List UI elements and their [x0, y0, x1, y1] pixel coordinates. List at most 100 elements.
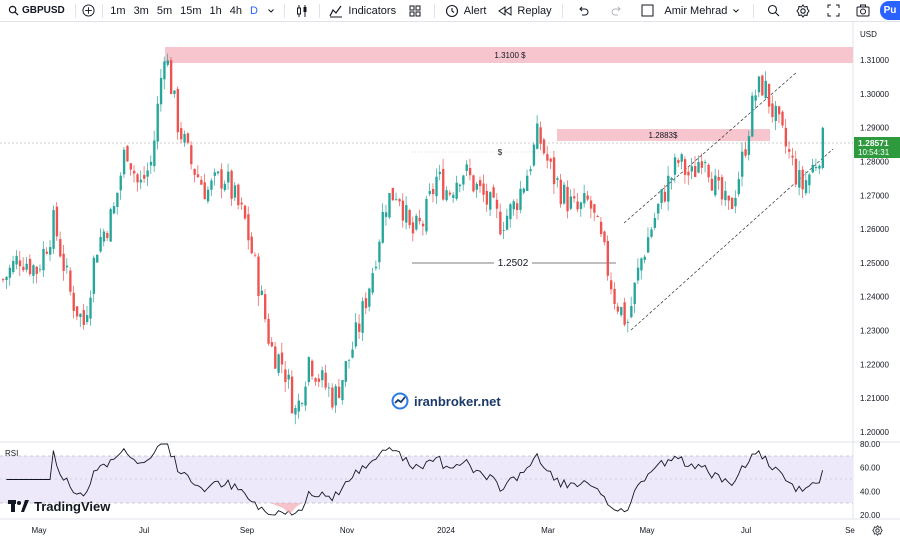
- price-tick-label: 1.30000: [860, 90, 889, 99]
- symbol-search[interactable]: GBPUSD: [0, 0, 65, 22]
- chart-canvas[interactable]: 1.3100 $ 1.2883$ 1.2502 $ 1.31000 1.30000…: [0, 22, 900, 541]
- undo-button[interactable]: [566, 0, 600, 22]
- candle-body: [569, 196, 573, 209]
- timeframe-d[interactable]: D: [250, 4, 258, 17]
- candle-body: [542, 139, 546, 154]
- candle-body: [300, 403, 304, 404]
- candle-body: [455, 182, 458, 199]
- time-axis[interactable]: May Jul Sep Nov 2024 Mar May Jul Se: [31, 526, 855, 535]
- candle-body: [814, 167, 818, 169]
- candle-body: [55, 206, 59, 237]
- candle-body: [176, 88, 180, 133]
- level-marker: $: [498, 148, 503, 157]
- resistance-zone-upper[interactable]: [165, 47, 853, 63]
- candle-body: [122, 149, 126, 175]
- chart-type-button[interactable]: [289, 0, 315, 22]
- settings-button[interactable]: [788, 0, 818, 22]
- candle-body: [243, 205, 247, 219]
- search-zoom-icon: [764, 2, 782, 20]
- candle-body: [25, 263, 28, 270]
- chevron-down-icon[interactable]: [262, 2, 280, 20]
- candle-body: [761, 75, 764, 96]
- indicators-label: Indicators: [348, 4, 397, 17]
- candle-body: [599, 221, 603, 235]
- candle-body: [250, 236, 253, 254]
- indicators-button[interactable]: Indicators: [323, 0, 400, 22]
- separator: [101, 3, 103, 18]
- candle-body: [216, 171, 220, 174]
- candle-body: [663, 191, 667, 202]
- candle-body: [260, 290, 264, 295]
- candle-body: [311, 360, 314, 377]
- candle-body: [378, 241, 381, 263]
- timeframe-3m[interactable]: 3m: [133, 4, 149, 17]
- gear-icon[interactable]: [868, 521, 886, 539]
- add-symbol-button[interactable]: [80, 0, 98, 22]
- resistance-zone-lower[interactable]: [557, 129, 770, 141]
- candle-body: [710, 178, 714, 191]
- currency-label[interactable]: USD: [860, 30, 877, 39]
- snapshot-button[interactable]: [848, 0, 878, 22]
- replay-button[interactable]: Replay: [490, 0, 557, 22]
- layout-button[interactable]: Amir Mehrad: [634, 0, 749, 22]
- candle-body: [193, 168, 196, 175]
- timeframe-1h[interactable]: 1h: [209, 4, 222, 17]
- separator: [434, 3, 435, 18]
- candle-body: [405, 205, 408, 223]
- price-tick-label: 1.20000: [860, 428, 889, 437]
- top-toolbar: GBPUSD 1m 3m 5m 15m 1h 4h D Indicators: [0, 0, 900, 22]
- candle-body: [354, 322, 358, 347]
- candle-body: [210, 180, 213, 190]
- current-price-tag[interactable]: [854, 137, 900, 158]
- candle-body: [610, 280, 613, 290]
- candle-body: [304, 386, 307, 406]
- timeframe-5m[interactable]: 5m: [156, 4, 173, 17]
- candle-body: [28, 258, 32, 275]
- rsi-label[interactable]: RSI: [5, 449, 19, 458]
- timeframe-15m[interactable]: 15m: [180, 4, 202, 17]
- indicators-icon: [327, 2, 345, 20]
- candle-body: [687, 171, 690, 176]
- quick-search-button[interactable]: [758, 0, 788, 22]
- symbol-name: GBPUSD: [22, 5, 65, 16]
- candle-body: [196, 174, 200, 178]
- time-tick-label: Jul: [139, 526, 149, 535]
- candle-body: [421, 223, 425, 227]
- time-tick-label: Jul: [741, 526, 751, 535]
- fullscreen-icon: [824, 2, 842, 20]
- candle-body: [435, 176, 438, 197]
- candle-body: [697, 162, 700, 173]
- candle-body: [344, 361, 347, 382]
- candle-body: [764, 80, 767, 98]
- candle-body: [75, 306, 79, 317]
- candle-body: [274, 346, 277, 369]
- redo-button[interactable]: [600, 0, 634, 22]
- candle-body: [657, 203, 660, 214]
- candle-body: [586, 195, 589, 200]
- candle-body: [264, 294, 267, 320]
- alert-icon: [443, 2, 461, 20]
- candle-body: [589, 200, 593, 209]
- publish-button[interactable]: Pu: [880, 1, 900, 20]
- timeframe-group: 1m 3m 5m 15m 1h 4h D: [106, 0, 280, 22]
- price-axis[interactable]: 1.31000 1.30000 1.29000 1.28000 1.27000 1.260…: [860, 56, 889, 437]
- candle-body: [408, 210, 411, 226]
- alert-button[interactable]: Alert: [439, 0, 491, 22]
- candle-body: [620, 306, 623, 316]
- timeframe-1m[interactable]: 1m: [110, 4, 126, 17]
- candle-body: [384, 212, 388, 217]
- candle-body: [499, 211, 502, 235]
- candle-body: [314, 378, 317, 382]
- templates-button[interactable]: [400, 0, 430, 22]
- tradingview-logo[interactable]: TradingView: [7, 497, 110, 515]
- candle-body: [371, 273, 374, 293]
- timeframe-4h[interactable]: 4h: [229, 4, 243, 17]
- channel-upper-line[interactable]: [623, 71, 798, 224]
- candle-body: [18, 260, 22, 267]
- fullscreen-button[interactable]: [818, 0, 848, 22]
- candle-body: [566, 186, 569, 212]
- rsi-tick-label: 40.00: [860, 487, 881, 496]
- rsi-band: [0, 456, 853, 503]
- candle-body: [673, 157, 677, 175]
- rsi-axis[interactable]: 80.00 60.00 40.00 20.00: [860, 440, 881, 520]
